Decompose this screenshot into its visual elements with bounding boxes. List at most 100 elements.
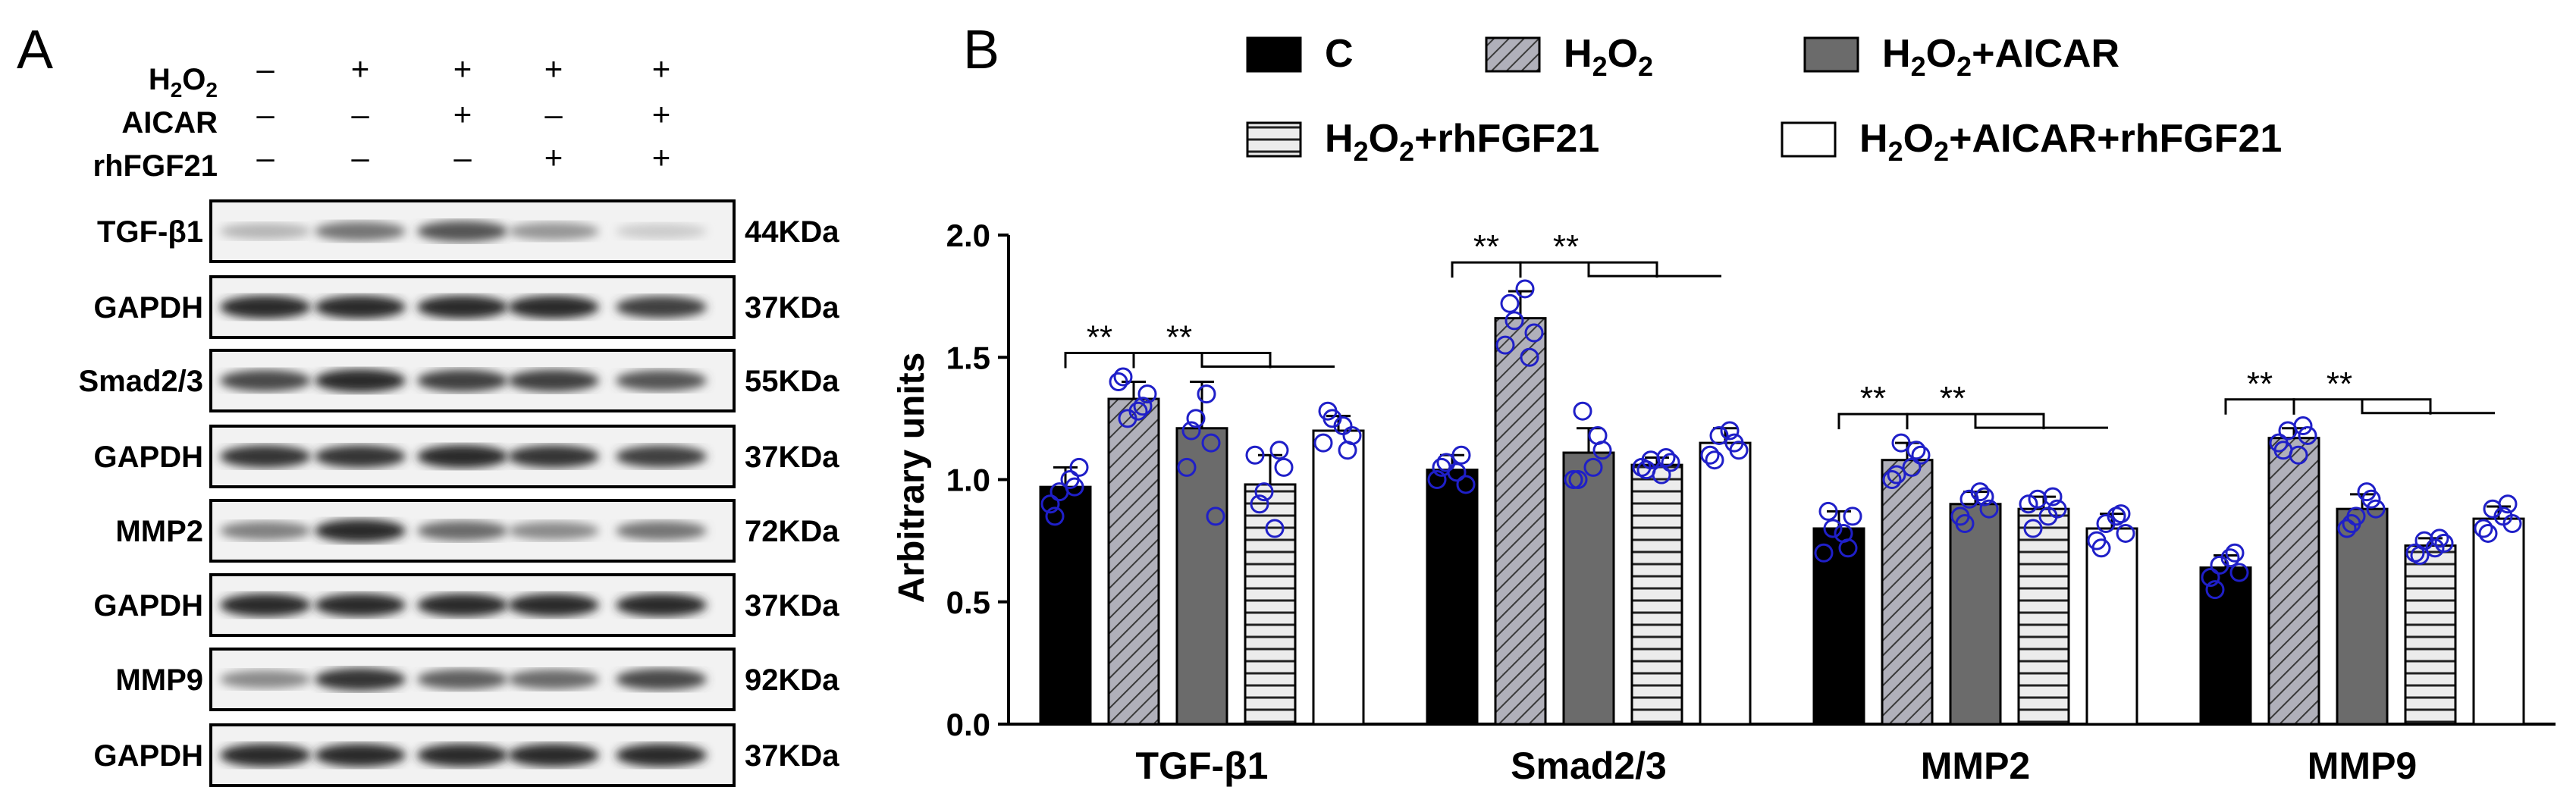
- blot-band: [315, 593, 406, 617]
- x-tick-label: Smad2/3: [1511, 745, 1667, 787]
- significance-stars: **: [1473, 228, 1499, 265]
- treatment-sign: –: [544, 96, 563, 132]
- treatment-sign: +: [652, 96, 671, 132]
- data-point: [2091, 538, 2111, 558]
- blot-band: [417, 221, 508, 242]
- significance-stars: **: [2327, 365, 2352, 403]
- legend-entry: H2O2+AICAR: [1803, 32, 2119, 82]
- significance-stars: **: [1166, 319, 1192, 356]
- data-point: [2366, 499, 2386, 519]
- blot-band: [508, 743, 599, 767]
- data-point: [1882, 470, 1902, 489]
- data-point: [1181, 421, 1201, 441]
- legend-label-part: +AICAR+rhFGF21: [1949, 117, 2282, 161]
- data-point: [1318, 401, 1338, 421]
- treatment-sign: +: [351, 51, 370, 86]
- legend-label-part: O: [1369, 117, 1399, 161]
- blot-size-label: 92KDa: [745, 663, 839, 697]
- panel-a: A H2O2 AICAR rhFGF21 – + + + + – – + – + – – – + + TGF…: [17, 20, 839, 787]
- data-point: [1975, 487, 1994, 506]
- bar: [2085, 527, 2138, 726]
- data-point: [1564, 470, 1583, 489]
- data-point: [1045, 506, 1065, 526]
- legend-swatch: [1246, 121, 1302, 158]
- treatment-sign: –: [256, 51, 275, 86]
- blot-band: [616, 593, 707, 617]
- western-blots: TGF-β1 44KDa GAPDH 37KDa Smad2/3 55KDa GAPDH 37…: [78, 199, 839, 787]
- blot-band: [616, 223, 707, 240]
- bar: [2472, 517, 2525, 726]
- blot-band: [508, 445, 599, 468]
- blot-band: [417, 520, 508, 541]
- y-tick-label: 0.5: [946, 585, 990, 620]
- treatment-sign: –: [453, 140, 472, 175]
- data-point: [1661, 453, 1680, 472]
- blot-strip: MMP9 92KDa: [115, 648, 839, 711]
- treatment-signs: – + + + + – – + – + – – – + +: [256, 51, 670, 175]
- data-point: [1902, 457, 1922, 477]
- bar: [1881, 459, 1934, 726]
- legend-label: H2O2: [1564, 32, 1653, 82]
- data-point: [2111, 504, 2131, 524]
- blot-strip: GAPDH 37KDa: [94, 425, 839, 488]
- data-point: [1500, 293, 1520, 313]
- blot-strip: Smad2/3 55KDa: [78, 349, 839, 412]
- y-tick-label: 1.0: [946, 463, 990, 498]
- bar: [2404, 544, 2457, 726]
- data-point: [1843, 506, 1862, 526]
- data-point: [2434, 533, 2454, 553]
- blot-strip: TGF-β1 44KDa: [97, 199, 839, 263]
- data-point: [1887, 465, 1906, 485]
- legend-entry: H2O2+rhFGF21: [1246, 117, 1599, 167]
- significance-stars: **: [1087, 319, 1112, 356]
- data-point: [2116, 523, 2135, 543]
- data-point: [1970, 482, 1990, 502]
- data-point: [1955, 514, 1975, 534]
- blot-band: [315, 743, 406, 767]
- data-point: [1495, 335, 1515, 355]
- treatment-sign: –: [256, 96, 275, 132]
- blot-strip: GAPDH 37KDa: [94, 723, 839, 787]
- data-point: [1705, 450, 1724, 470]
- data-point: [1137, 384, 1157, 404]
- blot-strip: MMP2 72KDa: [115, 499, 839, 563]
- data-point: [1436, 453, 1456, 472]
- treatment-sign: –: [351, 96, 369, 132]
- x-tick-label: TGF-β1: [1136, 745, 1269, 787]
- data-point: [2273, 441, 2293, 460]
- blot-band: [616, 445, 707, 468]
- data-point: [1700, 445, 1720, 465]
- data-point: [2201, 568, 2220, 587]
- data-point: [1065, 477, 1084, 497]
- data-point: [1338, 441, 1357, 460]
- panel-a-label: A: [17, 20, 53, 80]
- data-point: [1128, 401, 1148, 421]
- blot-band: [315, 519, 406, 543]
- data-point: [2019, 494, 2038, 514]
- blot-size-label: 37KDa: [745, 589, 839, 623]
- blot-band: [315, 668, 406, 691]
- legend-label-part: H: [1882, 32, 1911, 76]
- legend-label-part: C: [1325, 32, 1354, 76]
- blot-band: [417, 593, 508, 617]
- data-point: [1724, 433, 1744, 453]
- legend-label-sub: 2: [1399, 136, 1414, 167]
- y-axis-label: Arbitrary units: [892, 353, 932, 604]
- data-point: [1133, 397, 1153, 416]
- bar: [1562, 451, 1615, 726]
- bar: [1699, 441, 1752, 726]
- blot-band: [616, 296, 707, 318]
- data-point: [1979, 499, 1999, 519]
- row-label-aicar: AICAR: [121, 106, 218, 140]
- data-point: [1568, 470, 1588, 489]
- blot-band: [315, 445, 406, 468]
- data-point: [1040, 494, 1060, 514]
- blot-band: [508, 295, 599, 319]
- bar: [2017, 507, 2070, 726]
- data-point: [1265, 519, 1285, 538]
- legend-entry: H2O2+AICAR+rhFGF21: [1781, 117, 2282, 167]
- data-point: [1823, 519, 1843, 538]
- bar: [2336, 507, 2389, 726]
- legend-swatch: [1781, 121, 1837, 158]
